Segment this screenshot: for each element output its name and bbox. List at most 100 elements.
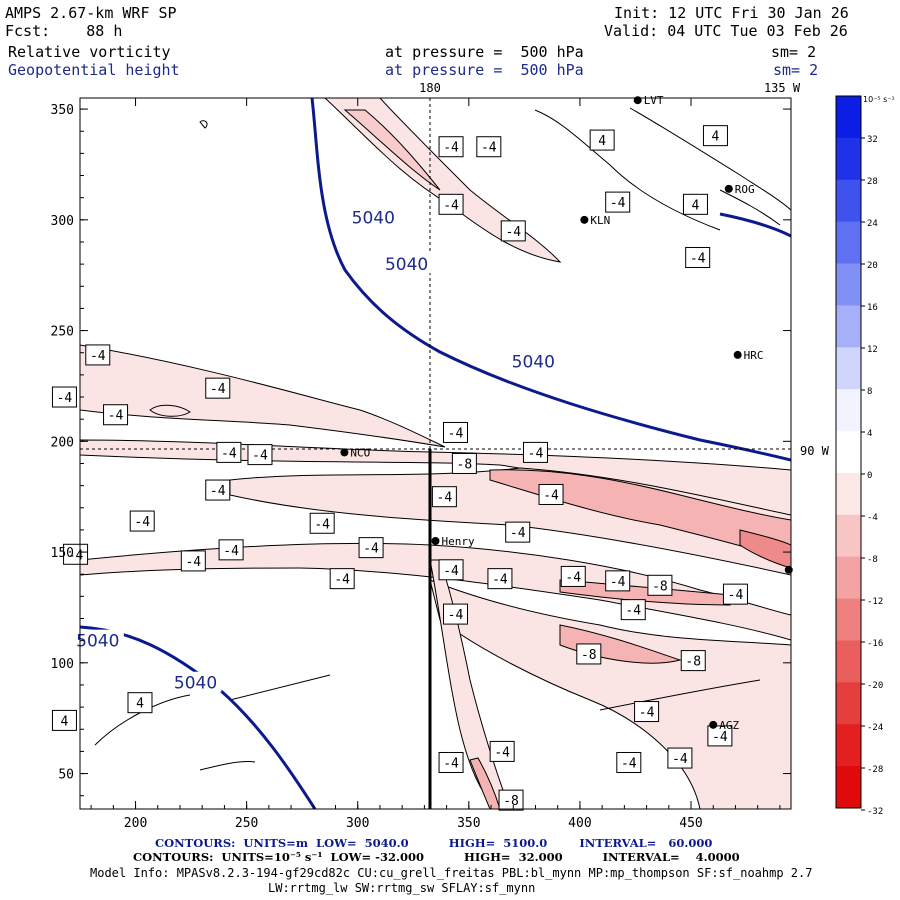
height-contour-label: 5040 <box>352 209 395 229</box>
vorticity-label-box <box>538 483 564 505</box>
vorticity-contour-label: -4 <box>690 251 706 266</box>
field-vorticity: Relative vorticity <box>8 43 171 61</box>
vorticity-contour-label: -4 <box>528 446 544 461</box>
vorticity-contour-label: -4 <box>443 564 459 579</box>
vorticity-label-box <box>722 583 748 605</box>
model-title: AMPS 2.67-km WRF SP <box>5 4 177 22</box>
vorticity-label-box <box>522 441 548 463</box>
vorticity-contour-label: -4 <box>621 756 637 771</box>
colorbar-tick-label: -4 <box>867 513 878 523</box>
height-contour-label: 5040 <box>385 255 428 275</box>
vorticity-label-box <box>63 543 89 565</box>
vorticity-label-box <box>647 574 673 596</box>
vorticity-label-box <box>634 701 660 723</box>
vorticity-label-box <box>500 220 526 242</box>
colorbar-tick-label: 12 <box>867 345 878 355</box>
colorbar: 32 28 24 20 16 12 8 4 0 -4 -8 -12 -16 -20 -24 -28 -32 10⁻… <box>835 95 895 817</box>
vorticity-contour-label: -4 <box>625 604 641 619</box>
station-marker <box>784 565 793 574</box>
vorticity-contour-label: -4 <box>565 570 581 585</box>
colorbar-segment <box>836 96 861 139</box>
colorbar-tick-label: 4 <box>867 429 872 439</box>
y-tick-label: 350 <box>51 103 74 118</box>
station-marker <box>709 720 718 729</box>
vorticity-label-box <box>309 512 335 534</box>
x-tick-label: 450 <box>679 816 702 831</box>
vorticity-contour-label: -4 <box>221 446 237 461</box>
station-label: Henry <box>442 535 475 548</box>
vorticity-contour-label: -4 <box>481 141 497 156</box>
colorbar-tick-label: -28 <box>867 765 883 775</box>
meridian-label-180: 180 <box>419 81 441 95</box>
vorticity-label-box <box>685 246 711 268</box>
colorbar-tick-label: -12 <box>867 597 883 607</box>
height-contour-label: 5040 <box>174 674 217 694</box>
vorticity-label-box <box>498 789 524 811</box>
vorticity-label-box <box>438 136 464 158</box>
vorticity-contour-label: -4 <box>543 488 559 503</box>
vorticity-label-box <box>218 539 244 561</box>
colorbar-tick-label: -20 <box>867 681 883 691</box>
init-time: Init: 12 UTC Fri 30 Jan 26 <box>614 4 849 22</box>
vorticity-label-box <box>358 537 384 559</box>
vorticity-contour-label: -4 <box>494 745 510 760</box>
vorticity-contour-label: -4 <box>210 382 226 397</box>
colorbar-segment <box>836 766 861 809</box>
vorticity-label-box <box>431 486 457 508</box>
vorticity-contour-label: -4 <box>448 608 464 623</box>
vorticity-contour-label: 4 <box>692 198 700 213</box>
y-tick-label: 200 <box>51 435 74 450</box>
station-marker <box>724 184 733 193</box>
vorticity-label-box <box>442 421 468 443</box>
vorticity-label-box <box>329 568 355 590</box>
vorticity-label-box <box>127 692 153 714</box>
colorbar-segment <box>836 221 861 265</box>
station-label: LVT <box>644 94 664 107</box>
station-marker <box>633 96 642 105</box>
vorticity-contour-label: -4 <box>443 141 459 156</box>
vorticity-contour-label: -4 <box>134 515 150 530</box>
vorticity-label-box <box>605 570 631 592</box>
vorticity-contour-label: -4 <box>108 409 124 424</box>
x-tick-label: 200 <box>124 816 147 831</box>
vorticity-label-box <box>442 603 468 625</box>
vorticity-label-box <box>589 129 615 151</box>
vorticity-contour-label: -4 <box>505 225 521 240</box>
colorbar-segment <box>836 598 861 641</box>
meridian-label-135w: 135 W <box>764 81 801 95</box>
vorticity-contour-label: -4 <box>334 573 350 588</box>
level-vorticity: at pressure = 500 hPa <box>385 43 584 61</box>
vorticity-contour-label: -4 <box>57 391 73 406</box>
y-tick-label: 100 <box>51 657 74 672</box>
colorbar-segment <box>836 640 861 683</box>
vorticity-label-box <box>205 479 231 501</box>
vorticity-label-box <box>605 191 631 213</box>
colorbar-segment <box>836 347 861 390</box>
station-label: AGZ <box>719 719 739 732</box>
footer-vorticity-contours: CONTOURS: UNITS=10⁻⁵ s⁻¹ LOW= -32.000 HI… <box>133 850 740 864</box>
footer-height-contours: CONTOURS: UNITS=m LOW= 5040.0 HIGH= 5100… <box>155 836 713 850</box>
colorbar-segment <box>836 263 861 306</box>
vorticity-label-box <box>438 193 464 215</box>
forecast-hour: Fcst: 88 h <box>5 22 123 40</box>
colorbar-segment <box>836 472 861 516</box>
x-tick-label: 300 <box>346 816 369 831</box>
level-height: at pressure = 500 hPa <box>385 61 584 79</box>
vorticity-label-box <box>487 568 513 590</box>
vorticity-label-box <box>438 559 464 581</box>
colorbar-tick-label: 16 <box>867 303 878 313</box>
vorticity-label-box <box>247 444 273 466</box>
vorticity-label-box <box>560 565 586 587</box>
colorbar-frame <box>835 95 862 809</box>
vorticity-contour-label: -4 <box>510 526 526 541</box>
vorticity-contour-label: -4 <box>610 196 626 211</box>
colorbar-tick-label: 32 <box>867 135 878 145</box>
vorticity-label-box <box>476 136 502 158</box>
vorticity-contour-label: -4 <box>437 491 453 506</box>
colorbar-segment <box>836 724 861 767</box>
colorbar-unit: 10⁻⁵ s⁻¹ <box>863 95 895 104</box>
vorticity-label-box <box>707 725 733 747</box>
vorticity-label-box <box>129 510 155 532</box>
vorticity-contour-label: -8 <box>685 655 701 670</box>
